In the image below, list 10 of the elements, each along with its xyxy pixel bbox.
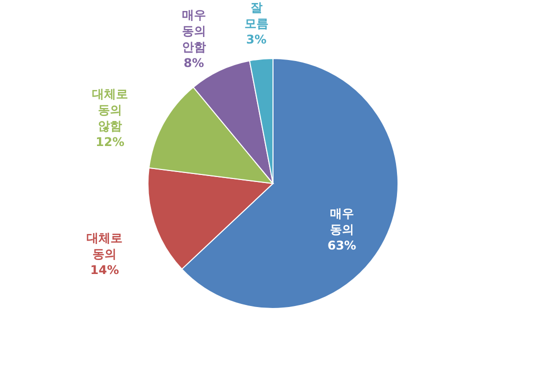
data-label: 14% (90, 263, 120, 278)
data-label: 8% (184, 56, 204, 70)
slice-label: 매우 동의 안함 (182, 8, 206, 54)
data-label: 63% (327, 238, 356, 252)
slice-label: 대체로 동의 (86, 231, 123, 262)
slice-label: 잘 모름 (244, 0, 268, 30)
data-label: 3% (246, 32, 267, 46)
slice-label: 대체로 동의 않함 (92, 86, 128, 133)
data-label: 12% (96, 134, 124, 149)
slice-label: 매우 동의 (330, 206, 354, 236)
